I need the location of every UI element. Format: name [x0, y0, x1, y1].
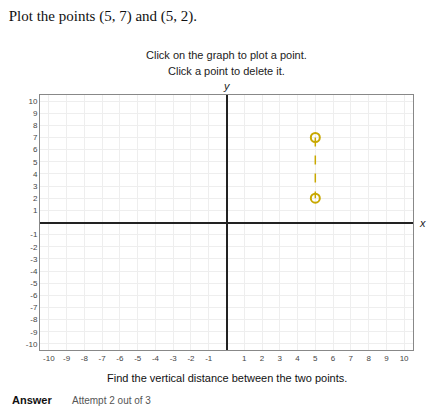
svg-text:6: 6 — [33, 145, 38, 154]
svg-text:-3: -3 — [170, 354, 178, 363]
svg-text:x: x — [419, 217, 426, 229]
svg-text:8: 8 — [366, 354, 371, 363]
svg-text:-10: -10 — [43, 354, 55, 363]
svg-text:Find the vertical distance bet: Find the vertical distance between the t… — [107, 372, 347, 384]
svg-text:1: 1 — [33, 206, 38, 215]
svg-text:Click a point to delete it.: Click a point to delete it. — [168, 65, 285, 77]
svg-text:-3: -3 — [30, 255, 38, 264]
svg-text:4: 4 — [33, 170, 38, 179]
svg-text:5: 5 — [33, 158, 38, 167]
svg-text:4: 4 — [295, 354, 300, 363]
svg-text:10: 10 — [28, 97, 37, 106]
svg-text:-8: -8 — [81, 354, 89, 363]
svg-text:Click on the graph to plot a p: Click on the graph to plot a point. — [146, 49, 307, 61]
svg-text:-1: -1 — [205, 354, 213, 363]
svg-text:7: 7 — [349, 354, 354, 363]
svg-text:-8: -8 — [30, 315, 38, 324]
svg-text:6: 6 — [331, 354, 336, 363]
svg-text:Answer: Answer — [12, 394, 52, 406]
svg-text:-7: -7 — [99, 354, 107, 363]
svg-text:-6: -6 — [30, 291, 38, 300]
svg-text:2: 2 — [260, 354, 265, 363]
svg-text:-5: -5 — [30, 279, 38, 288]
svg-text:-10: -10 — [26, 340, 38, 349]
svg-text:9: 9 — [384, 354, 389, 363]
svg-text:y: y — [223, 80, 231, 92]
svg-text:Attempt 2 out of 3: Attempt 2 out of 3 — [72, 395, 151, 406]
svg-text:Plot the points (5, 7) and (5,: Plot the points (5, 7) and (5, 2). — [9, 8, 197, 25]
svg-text:1: 1 — [242, 354, 247, 363]
svg-text:-2: -2 — [30, 243, 38, 252]
svg-text:8: 8 — [33, 121, 38, 130]
svg-text:9: 9 — [33, 109, 38, 118]
svg-text:-4: -4 — [30, 267, 38, 276]
svg-text:-4: -4 — [152, 354, 160, 363]
svg-text:-5: -5 — [134, 354, 142, 363]
svg-text:-1: -1 — [30, 230, 38, 239]
svg-text:-7: -7 — [30, 303, 38, 312]
svg-text:2: 2 — [33, 194, 38, 203]
svg-text:10: 10 — [400, 354, 409, 363]
svg-text:-2: -2 — [187, 354, 195, 363]
svg-text:3: 3 — [278, 354, 283, 363]
svg-text:7: 7 — [33, 133, 38, 142]
svg-text:-9: -9 — [63, 354, 71, 363]
svg-text:-6: -6 — [116, 354, 124, 363]
svg-text:-9: -9 — [30, 328, 38, 337]
svg-text:5: 5 — [313, 354, 318, 363]
svg-text:3: 3 — [33, 182, 38, 191]
